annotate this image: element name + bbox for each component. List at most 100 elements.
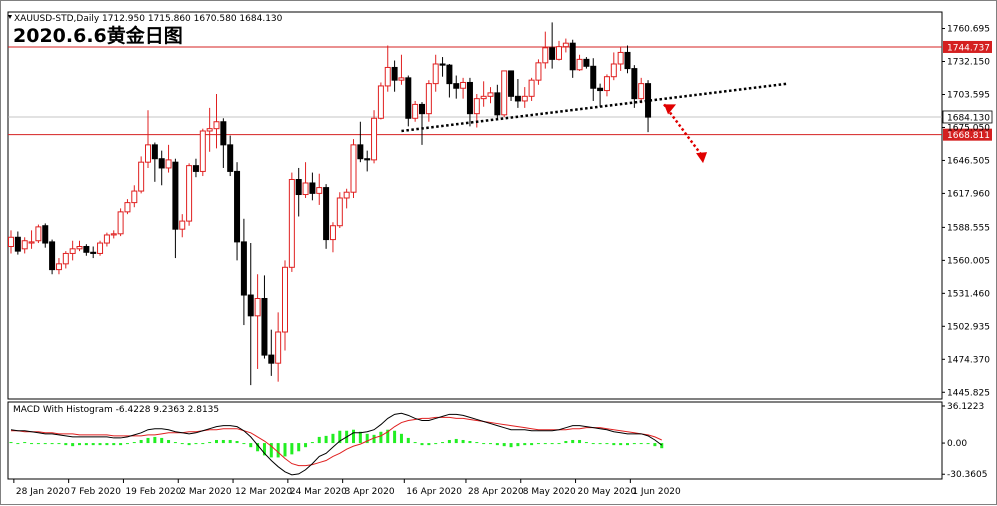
macd-histogram-bar [461,439,465,444]
candle-body [460,81,467,89]
macd-histogram-bar [557,443,561,445]
macd-histogram-bar [187,443,191,446]
candle-body [398,77,405,81]
time-tick-label: 8 May 2020 [523,487,576,497]
macd-histogram-bar [352,429,355,444]
candle-body [583,58,590,67]
candle-body [158,158,165,169]
candle-body [562,42,569,48]
macd-histogram-bar [57,443,61,445]
macd-histogram-bar [489,443,492,445]
candle-body [343,191,350,199]
macd-histogram-bar [9,442,13,444]
macd-histogram-bar [194,443,198,445]
macd-histogram-bar [139,439,143,444]
arrow-line [663,103,705,158]
macd-histogram-bar [386,429,390,444]
candle-body [439,63,446,66]
candle-body [473,98,480,115]
candle-body [76,246,83,250]
candle-body [549,47,556,60]
candle-body [371,117,378,161]
price-axis[interactable]: 1760.695 1732.150 1703.595 1675.050 1646.505… [942,25,990,481]
time-tick-label: 7 Feb 2020 [71,487,122,497]
candle-body [240,241,247,296]
candle-body [268,354,275,364]
macd-histogram-bar [201,443,205,445]
macd-histogram-bar [228,439,232,444]
candle-body [535,62,542,81]
trendline-group [401,82,789,164]
macd-histogram-bar [331,433,335,444]
macd-histogram-bar [523,443,527,446]
macd-histogram-bar [571,439,575,444]
candle-body [432,63,439,85]
price-tick-label: 1531.460 [947,289,990,299]
macd-histogram-bar [64,443,68,446]
macd-histogram-bar [173,442,177,444]
macd-histogram-bar [358,431,362,444]
macd-histogram-bar [379,431,383,444]
macd-histogram-bar [509,443,513,448]
candle-body [145,144,151,163]
macd-histogram-bar [50,443,54,445]
macd-histogram-bar [584,442,588,444]
candle-body [521,95,528,102]
candle-body [247,294,254,317]
macd-histogram-bar [543,443,547,445]
time-tick-label: 19 Feb 2020 [125,487,181,497]
macd-histogram-bar [221,439,225,444]
candle-body [21,240,28,250]
collapse-triangle-icon[interactable] [8,15,12,19]
macd-histogram-bar [290,443,294,455]
chart-title: 2020.6.6黄金日图 [13,24,183,47]
candle-body [610,63,617,78]
arrow-tip-icon [696,152,708,164]
time-tick-label: 3 Apr 2020 [345,487,395,497]
candle-body [412,103,419,119]
macd-histogram-bar [420,443,424,446]
time-tick-label: 1 Jun 2020 [632,487,681,497]
candle-body [131,190,138,204]
candle-body [364,158,371,161]
macd-histogram-bar [256,443,260,452]
candle-body [227,144,234,172]
macd-histogram-bar [434,443,438,445]
candle-body [377,85,384,119]
macd-histogram-bar [310,442,314,444]
price-tick-label: 1502.935 [947,322,990,332]
price-tick-label: 1646.505 [947,156,990,166]
candle-body [55,263,62,271]
candle-body [295,179,302,196]
time-tick-label: 2 Mar 2020 [180,487,232,497]
time-tick-label: 24 Mar 2020 [290,487,347,497]
candle-body [617,51,624,65]
macd-histogram-bar [215,439,218,444]
macd-histogram-bar [112,443,116,446]
macd-histogram-bar [536,443,540,445]
macd-histogram-bar [91,443,95,446]
macd-tick-label: -30.3605 [947,470,987,480]
trendline [401,82,789,133]
candle-body [494,92,501,116]
candle-body [329,225,336,241]
macd-histogram-bar [98,443,102,446]
macd-histogram-bar [578,439,582,444]
current-price-tag-label: 1684.130 [947,113,990,123]
candle-body [508,70,515,97]
macd-histogram-bar [167,439,171,444]
candle-body [234,170,241,243]
candle-body [501,70,508,116]
macd-histogram-bar [269,443,273,458]
candle-body [487,92,494,97]
macd-histogram-bar [639,443,643,445]
candle-body [391,66,398,81]
price-tick-label: 1445.825 [947,388,990,398]
price-tick-label: 1675.050 [947,123,990,133]
macd-header: MACD With Histogram -6.4228 9.2363 2.813… [13,405,219,415]
candle-body [405,77,412,119]
macd-histogram-bar [619,443,623,446]
arrow-head-icon [664,104,677,115]
